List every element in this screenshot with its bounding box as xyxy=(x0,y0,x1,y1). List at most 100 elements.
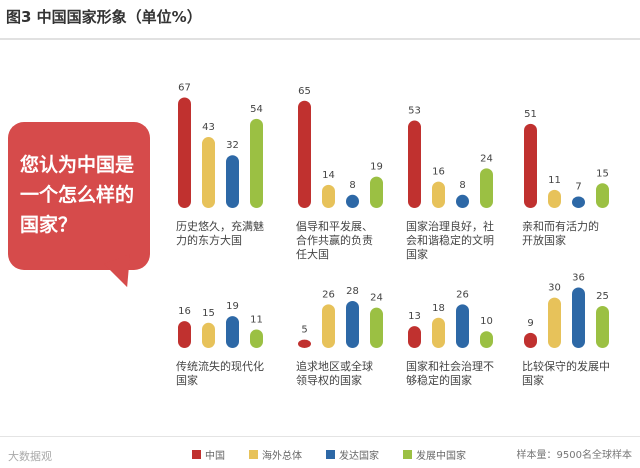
bar-overseas-g6 xyxy=(322,304,335,348)
legend-swatch-developing xyxy=(403,450,412,459)
bar-developing-g2 xyxy=(370,176,383,208)
watermark-logo: 大数据观 xyxy=(8,450,52,463)
bar-developed-g4 xyxy=(572,196,585,208)
bar-overseas-g1 xyxy=(202,137,215,208)
value-label-overseas-g5: 15 xyxy=(202,308,215,319)
bar-developing-g3 xyxy=(480,168,493,208)
bar-developed-g6 xyxy=(346,300,359,348)
bar-developing-g8 xyxy=(596,306,609,348)
bar-developed-g7 xyxy=(456,304,469,348)
bar-china-g8 xyxy=(524,332,537,348)
value-label-developing-g7: 10 xyxy=(480,316,493,327)
question-line-3: 国家？ xyxy=(20,214,78,236)
group-label-2-line-1: 倡导和平发展、 xyxy=(296,219,373,233)
legend: 中国 海外总体 发达国家 发展中国家 xyxy=(192,447,466,462)
value-label-overseas-g8: 30 xyxy=(548,283,561,294)
bar-developing-g4 xyxy=(596,183,609,208)
value-label-developing-g3: 24 xyxy=(480,153,493,164)
legend-label-overseas: 海外总体 xyxy=(262,451,302,462)
bar-china-g5 xyxy=(178,321,191,348)
value-label-overseas-g1: 43 xyxy=(202,122,215,133)
value-label-overseas-g3: 16 xyxy=(432,167,445,178)
legend-label-developing: 发展中国家 xyxy=(416,451,466,462)
bar-overseas-g5 xyxy=(202,322,215,348)
bar-developing-g7 xyxy=(480,331,493,348)
value-label-developed-g5: 19 xyxy=(226,301,239,312)
group-label-4-line-2: 开放国家 xyxy=(522,233,566,247)
value-label-developed-g4: 7 xyxy=(575,181,581,192)
group-label-3-line-1: 国家治理良好，社 xyxy=(406,219,494,233)
group-label-8-line-2: 国家 xyxy=(522,373,544,387)
group-label-4-line-1: 亲和而有活力的 xyxy=(522,219,599,233)
question-line-2: 一个怎么样的 xyxy=(20,184,135,206)
value-label-overseas-g7: 18 xyxy=(432,303,445,314)
bar-china-g3 xyxy=(408,120,421,208)
chart-title: 图3 中国国家形象（单位%） xyxy=(6,8,202,26)
group-label-7-line-2: 够稳定的国家 xyxy=(406,373,472,387)
bar-china-g4 xyxy=(524,123,537,208)
bar-china-g7 xyxy=(408,326,421,348)
bar-china-g6 xyxy=(298,339,311,348)
legend-swatch-overseas xyxy=(249,450,258,459)
footer-divider xyxy=(0,436,640,437)
value-label-developed-g6: 28 xyxy=(346,286,359,297)
legend-label-developed: 发达国家 xyxy=(339,451,379,462)
legend-swatch-china xyxy=(192,450,201,459)
bar-developed-g8 xyxy=(572,287,585,348)
value-label-developed-g1: 32 xyxy=(226,140,239,151)
bar-china-g2 xyxy=(298,100,311,208)
value-label-developed-g3: 8 xyxy=(459,180,465,191)
group-label-2-line-3: 任大国 xyxy=(296,247,329,261)
legend-item-developing: 发展中国家 xyxy=(403,447,466,462)
group-label-6-line-1: 追求地区或全球 xyxy=(296,359,373,373)
bar-overseas-g7 xyxy=(432,317,445,348)
question-line-1: 您认为中国是 xyxy=(20,154,135,176)
value-label-developing-g2: 19 xyxy=(370,162,383,173)
legend-item-overseas: 海外总体 xyxy=(249,447,302,462)
question-bubble xyxy=(8,122,150,270)
question-text: 您认为中国是 一个怎么样的 国家？ xyxy=(20,150,140,240)
value-label-china-g5: 16 xyxy=(178,306,191,317)
group-label-7-line-1: 国家和社会治理不 xyxy=(406,359,494,373)
value-label-china-g8: 9 xyxy=(527,318,533,329)
value-label-china-g1: 67 xyxy=(178,82,191,93)
bar-developing-g6 xyxy=(370,307,383,348)
bar-developing-g5 xyxy=(250,329,263,348)
value-label-developing-g8: 25 xyxy=(596,291,609,302)
value-label-china-g7: 13 xyxy=(408,311,421,322)
bar-developing-g1 xyxy=(250,118,263,208)
value-label-developing-g5: 11 xyxy=(250,315,263,326)
legend-item-china: 中国 xyxy=(192,447,225,462)
group-label-5-line-2: 国家 xyxy=(176,373,198,387)
group-label-3-line-3: 国家 xyxy=(406,247,428,261)
value-label-developing-g6: 24 xyxy=(370,293,383,304)
bar-overseas-g4 xyxy=(548,189,561,208)
group-label-3-line-2: 会和谐稳定的文明 xyxy=(406,233,494,247)
value-label-overseas-g2: 14 xyxy=(322,170,335,181)
bar-overseas-g2 xyxy=(322,184,335,208)
title-divider xyxy=(0,38,640,40)
bar-developed-g1 xyxy=(226,155,239,208)
value-label-china-g2: 65 xyxy=(298,86,311,97)
bar-developed-g5 xyxy=(226,316,239,348)
value-label-developed-g7: 26 xyxy=(456,289,469,300)
value-label-developing-g1: 54 xyxy=(250,104,263,115)
value-label-overseas-g6: 26 xyxy=(322,289,335,300)
group-label-8-line-1: 比较保守的发展中 xyxy=(522,359,610,373)
value-label-developed-g2: 8 xyxy=(349,180,355,191)
bar-overseas-g8 xyxy=(548,297,561,348)
group-label-1-line-1: 历史悠久，充满魅 xyxy=(176,219,264,233)
bar-china-g1 xyxy=(178,97,191,208)
value-label-china-g6: 5 xyxy=(301,325,307,336)
value-label-developed-g8: 36 xyxy=(572,273,585,284)
bar-developed-g2 xyxy=(346,194,359,208)
